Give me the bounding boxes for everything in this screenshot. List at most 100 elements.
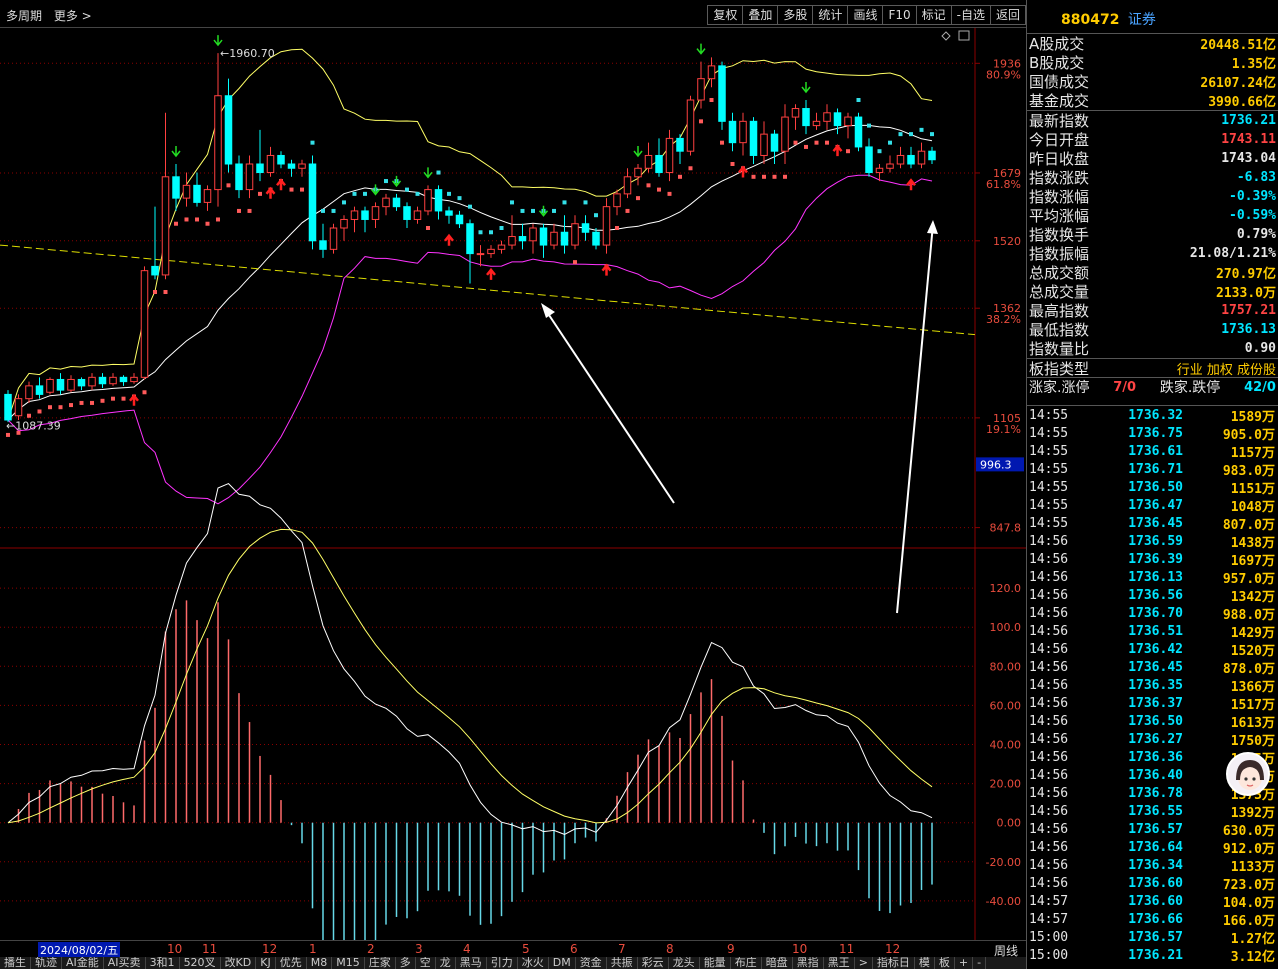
indicator-tab[interactable]: 共振 — [607, 957, 638, 969]
indicator-tab[interactable]: 指标日 — [873, 957, 915, 969]
tick-list[interactable]: 14:55 1736.32 1589万 14:55 1736.75 905.0万 14:55… — [1027, 405, 1278, 965]
indicator-tab[interactable]: 空 — [416, 957, 436, 969]
back-button[interactable]: 返回 — [989, 5, 1026, 25]
down-candle — [749, 120, 758, 156]
indicator-tab[interactable]: 黑马 — [456, 957, 487, 969]
tick-row: 14:55 1736.50 1151万 — [1027, 478, 1278, 497]
sar-dot — [184, 217, 189, 222]
toolbar-left: 多周期 更多 > — [6, 7, 100, 24]
tick-price: 1736.75 — [1128, 425, 1183, 441]
up-candle — [329, 227, 338, 250]
up-candle — [424, 189, 432, 212]
period-label[interactable]: 周线 — [993, 944, 1018, 958]
high-annotation: ←1960.70 — [220, 47, 275, 60]
index-stat-label: 指数涨跌 — [1029, 169, 1090, 187]
down-candle — [4, 393, 12, 421]
indicator-tab[interactable]: 3和1 — [146, 957, 180, 969]
sar-dot — [163, 290, 168, 294]
up-candle — [109, 376, 117, 385]
sar-dot — [720, 140, 724, 145]
multi-period-button[interactable]: 多周期 — [6, 9, 43, 23]
tick-price: 1736.61 — [1128, 443, 1183, 459]
mark-button[interactable]: 标记 — [915, 5, 951, 25]
tick-price: 1736.21 — [1128, 947, 1183, 963]
down-candle — [434, 189, 443, 212]
indicator-tab[interactable]: 龙头 — [669, 957, 700, 969]
sector-type-value[interactable]: 行业 加权 成份股 — [1176, 362, 1276, 378]
indicator-tab[interactable]: - — [973, 957, 987, 969]
macd-tick-label: 20.00 — [990, 778, 1022, 791]
indicator-tab[interactable]: 播生 — [0, 957, 31, 969]
index-stat-row: 最低指数 1736.13 — [1027, 320, 1278, 339]
indicator-tab[interactable]: 冰火 — [518, 957, 549, 969]
sar-dot — [594, 213, 598, 218]
buy-arrow-icon — [486, 267, 496, 280]
indicator-tab[interactable]: 优先 — [276, 957, 307, 969]
restore-rights-button[interactable]: 复权 — [707, 5, 743, 25]
down-candle — [676, 137, 684, 152]
assistant-avatar-icon[interactable] — [1226, 752, 1270, 796]
indicator-tab[interactable]: 多 — [396, 957, 416, 969]
indicator-tab[interactable]: 引力 — [487, 957, 518, 969]
indicator-tab[interactable]: + — [955, 957, 974, 969]
sar-dot — [100, 398, 105, 403]
macd-tick-label: 120.0 — [990, 582, 1022, 595]
remove-watchlist-button[interactable]: -自选 — [950, 5, 990, 25]
sar-dot — [174, 221, 178, 226]
indicator-tab[interactable]: DM — [549, 957, 576, 969]
sar-dot — [667, 191, 672, 196]
statistics-button[interactable]: 统计 — [812, 5, 848, 25]
kline-chart-area[interactable]: 1936 80.9% 1679 61.8% 1520 1362 38.2% 1105 19.1%… — [0, 28, 1026, 940]
sar-dot — [216, 217, 220, 222]
macd-tick-label: 80.00 — [990, 660, 1022, 673]
indicator-tab[interactable]: > — [855, 957, 873, 969]
sar-dot — [699, 119, 703, 124]
sar-dot — [636, 196, 640, 201]
indicator-tab[interactable]: 板 — [935, 957, 955, 969]
indicator-tab[interactable]: M8 — [307, 957, 333, 969]
indicator-tab[interactable]: M15 — [332, 957, 365, 969]
up-candle — [665, 137, 674, 174]
indicator-tab[interactable]: 资金 — [576, 957, 607, 969]
sar-dot — [384, 179, 388, 184]
indicator-tab[interactable]: 520叉 — [180, 957, 221, 969]
indicator-tab[interactable]: AI买卖 — [104, 957, 146, 969]
indicator-tab[interactable]: 能量 — [700, 957, 731, 969]
market-volume-row: 基金成交 3990.66亿 — [1027, 91, 1278, 110]
index-stat-value: 1743.04 — [1221, 151, 1276, 166]
indicator-tab[interactable]: 黑王 — [824, 957, 855, 969]
index-stat-label: 指数量比 — [1029, 340, 1090, 358]
tick-volume: 988.0万 — [1222, 607, 1275, 623]
indicator-tab[interactable]: 模 — [915, 957, 935, 969]
indicator-tab[interactable]: 改KD — [221, 957, 257, 969]
multi-stock-button[interactable]: 多股 — [777, 5, 813, 25]
more-button[interactable]: 更多 > — [53, 9, 92, 23]
indicator-tab[interactable]: 彩云 — [638, 957, 669, 969]
indicator-tab[interactable]: 布庄 — [731, 957, 762, 969]
indicator-tab[interactable]: 庄家 — [365, 957, 396, 969]
tick-time: 14:56 — [1029, 641, 1069, 657]
indicator-tab[interactable]: KJ — [256, 957, 276, 969]
indicator-tab[interactable]: 暗盘 — [762, 957, 793, 969]
indicator-tab[interactable]: 龙 — [436, 957, 456, 969]
f10-button[interactable]: F10 — [882, 5, 916, 25]
down-candle — [35, 385, 44, 395]
draw-line-button[interactable]: 画线 — [847, 5, 883, 25]
indicator-tab[interactable]: AI金能 — [62, 957, 104, 969]
indicator-tab[interactable]: 黑指 — [793, 957, 824, 969]
up-candle — [487, 248, 495, 255]
tick-volume: 957.0万 — [1222, 571, 1275, 587]
overlay-button[interactable]: 叠加 — [742, 5, 778, 25]
tick-volume: 1342万 — [1230, 589, 1275, 605]
tick-row: 14:56 1736.13 957.0万 — [1027, 568, 1278, 587]
indicator-tab[interactable]: 轨迹 — [31, 957, 62, 969]
toolbar-buttons: 复权 叠加 多股 统计 画线 F10 标记 -自选 返回 — [707, 5, 1026, 25]
up-candle — [88, 376, 96, 387]
tick-row: 14:56 1736.45 878.0万 — [1027, 658, 1278, 677]
down-candle — [592, 231, 600, 246]
index-stat-label: 昨日收盘 — [1029, 150, 1090, 168]
market-volume-label: A股成交 — [1029, 35, 1085, 53]
tick-volume: 1157万 — [1230, 445, 1275, 461]
down-candle — [151, 265, 159, 276]
